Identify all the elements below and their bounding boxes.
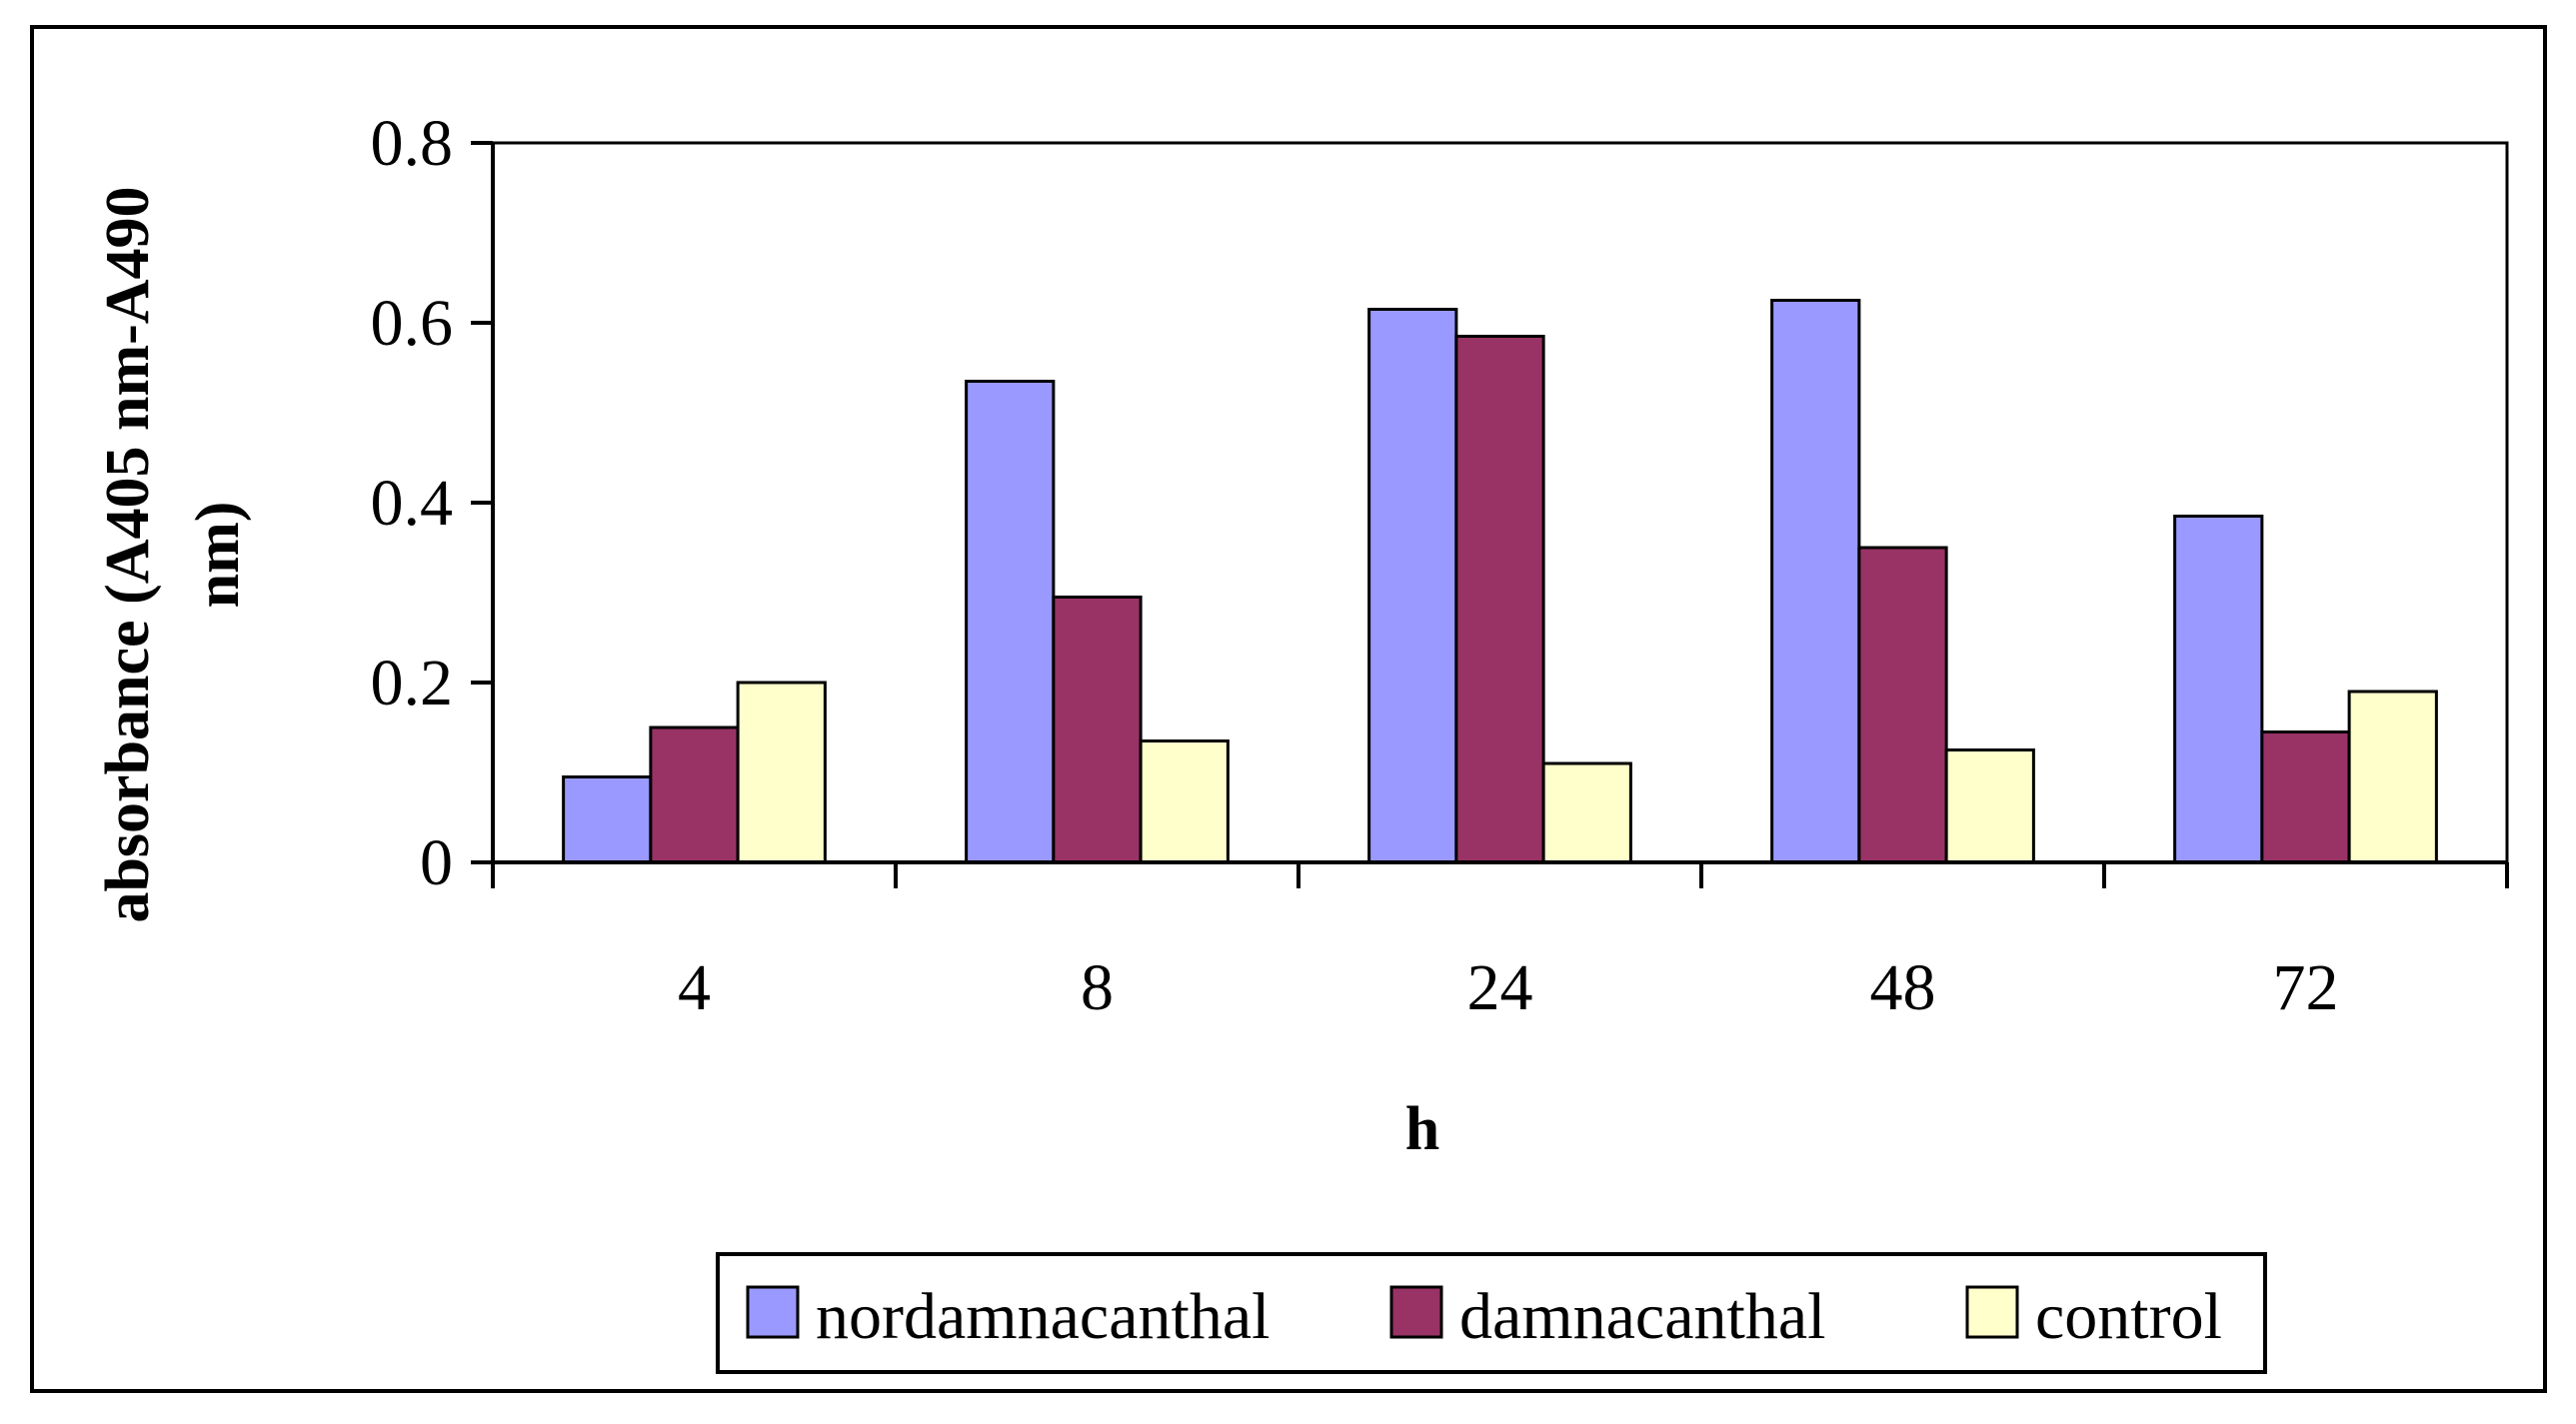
y-tick-label: 0: [420, 826, 453, 899]
y-axis-title-line-1: absorbance (A405 nm-A490: [94, 186, 162, 922]
bar-damnacanthal-8: [1052, 596, 1143, 864]
bar-nordamnacanthal-8: [965, 380, 1056, 864]
legend: nordamnacanthal damnacanthal control: [716, 1252, 2267, 1374]
x-tick-label: 72: [2273, 951, 2339, 1024]
y-axis: 0 0.2 0.4 0.6 0.8: [371, 107, 495, 899]
legend-swatch-nordamnacanthal: [746, 1285, 800, 1339]
bars-group: [562, 299, 2438, 864]
bar-damnacanthal-48: [1857, 546, 1948, 864]
legend-label-control: control: [2035, 1280, 2222, 1353]
bar-damnacanthal-24: [1454, 335, 1545, 864]
bar-nordamnacanthal-4: [562, 775, 653, 864]
y-axis-title-line-2: nm): [184, 502, 252, 609]
y-axis-title: absorbance (A405 nm-A490 nm): [94, 186, 252, 922]
legend-swatch-control: [1965, 1285, 2019, 1339]
bar-damnacanthal-72: [2260, 730, 2351, 864]
x-axis-title: h: [1405, 1095, 1439, 1163]
legend-label-damnacanthal: damnacanthal: [1459, 1280, 1825, 1353]
y-tick-label: 0.4: [371, 467, 454, 540]
bar-control-72: [2347, 690, 2438, 864]
bar-control-24: [1541, 761, 1632, 864]
bar-damnacanthal-4: [649, 725, 740, 864]
bar-control-8: [1139, 739, 1230, 864]
x-axis: 4 8 24 48 72: [491, 860, 2509, 1024]
x-tick-label: 4: [678, 951, 711, 1024]
bar-control-4: [736, 681, 827, 864]
legend-label-nordamnacanthal: nordamnacanthal: [816, 1280, 1270, 1353]
bar-nordamnacanthal-24: [1367, 308, 1458, 864]
x-tick-label: 8: [1081, 951, 1114, 1024]
bar-nordamnacanthal-72: [2173, 515, 2264, 864]
bar-control-48: [1944, 748, 2035, 864]
x-tick-label: 48: [1870, 951, 1936, 1024]
y-tick-label: 0.6: [371, 287, 454, 360]
bar-nordamnacanthal-48: [1770, 299, 1861, 864]
y-tick-label: 0.8: [371, 107, 454, 180]
y-tick-label: 0.2: [371, 647, 454, 719]
legend-swatch-damnacanthal: [1389, 1285, 1443, 1339]
x-tick-label: 24: [1467, 951, 1533, 1024]
